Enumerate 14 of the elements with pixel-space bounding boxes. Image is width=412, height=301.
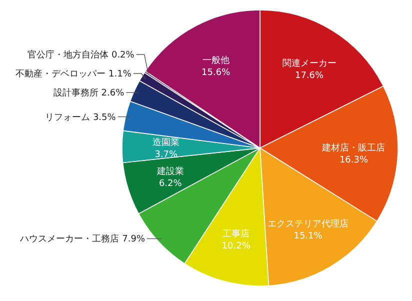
data-label: 17.6%	[294, 71, 324, 82]
data-label: 16.3%	[339, 155, 368, 166]
slice-label: エクステリア代理店	[268, 218, 349, 230]
slice-label: 造園業	[152, 137, 180, 148]
slice-label: 関連メーカー	[282, 58, 336, 70]
slice-label: 建設業	[156, 166, 184, 177]
data-label: 15.1%	[294, 232, 323, 242]
data-label: 10.2%	[222, 242, 251, 252]
data-label: 15.6%	[202, 68, 231, 78]
data-label: 3.7%	[154, 150, 178, 160]
slice-label: 建材店・販工店	[321, 142, 386, 154]
slice-label: 一般他	[202, 55, 230, 66]
slice-label: 工事店	[222, 228, 250, 240]
data-label: 6.2%	[158, 178, 182, 189]
